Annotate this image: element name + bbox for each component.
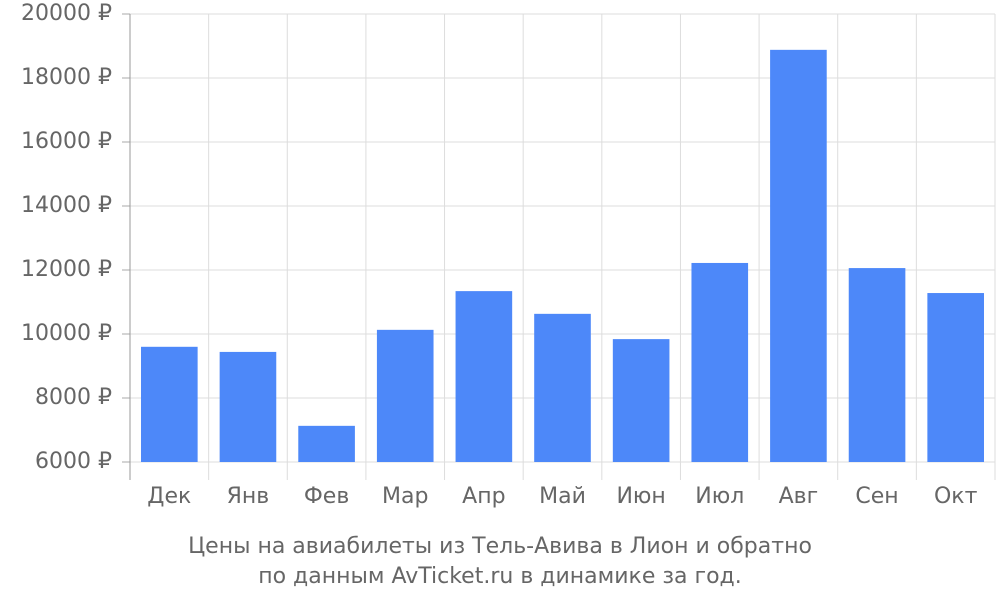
y-tick-label: 20000 ₽ <box>21 1 112 26</box>
bar <box>691 262 749 462</box>
y-tick-label: 14000 ₽ <box>21 193 112 218</box>
bar <box>534 313 591 462</box>
x-tick-label: Фев <box>304 484 349 509</box>
y-tick-label: 8000 ₽ <box>35 385 112 410</box>
x-tick-label: Июл <box>695 484 744 509</box>
x-tick-label: Дек <box>147 484 191 509</box>
x-tick-label: Авг <box>779 484 819 509</box>
x-tick-label: Окт <box>934 484 978 509</box>
chart-subtitle: по данным AvTicket.ru в динамике за год. <box>258 564 742 589</box>
x-tick-label: Мар <box>382 484 428 509</box>
y-tick-label: 16000 ₽ <box>21 129 112 154</box>
bar <box>141 346 198 462</box>
y-tick-label: 18000 ₽ <box>21 65 112 90</box>
x-tick-label: Янв <box>227 484 270 509</box>
y-tick-label: 10000 ₽ <box>21 321 112 346</box>
bar <box>927 293 984 462</box>
x-tick-label: Июн <box>616 484 665 509</box>
bar <box>219 351 277 462</box>
bar <box>455 291 513 462</box>
x-tick-label: Апр <box>462 484 505 509</box>
x-tick-label: Май <box>539 484 586 509</box>
chart-title: Цены на авиабилеты из Тель-Авива в Лион … <box>188 534 812 559</box>
bar <box>376 329 434 462</box>
bar <box>848 268 906 462</box>
bar <box>298 425 355 462</box>
y-tick-label: 6000 ₽ <box>35 449 112 474</box>
bar <box>612 339 670 462</box>
bar <box>770 49 827 463</box>
y-tick-label: 12000 ₽ <box>21 257 112 282</box>
x-tick-label: Сен <box>855 484 898 509</box>
